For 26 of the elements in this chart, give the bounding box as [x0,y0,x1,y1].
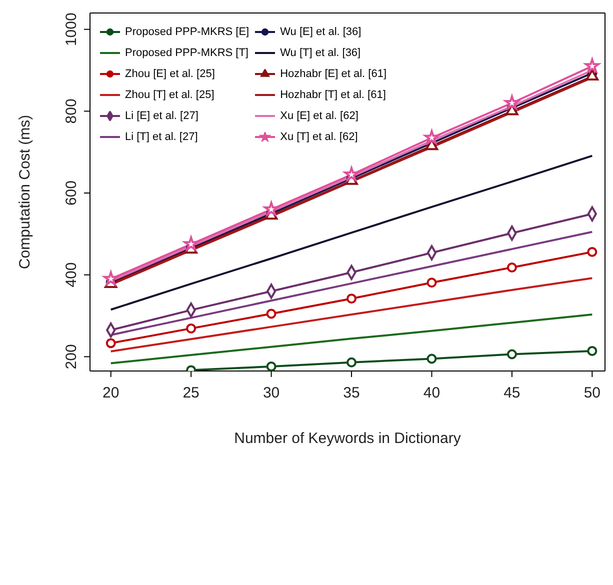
x-tick-label: 20 [102,384,120,402]
legend-label: Wu [T] et al. [36] [280,47,361,59]
x-tick-label: 25 [182,384,200,402]
y-tick-label: 600 [63,180,80,206]
x-tick-label: 50 [584,384,601,402]
legend-label: Li [T] et al. [27] [125,131,198,143]
legend-label: Hozhabr [E] et al. [61] [280,68,386,80]
legend-label: Zhou [E] et al. [25] [125,68,215,80]
x-axis-title: Number of Keywords in Dictionary [234,430,462,447]
legend-label: Zhou [T] et al. [25] [125,89,214,101]
y-tick-label: 200 [63,344,80,370]
x-tick-label: 35 [343,384,360,402]
legend-label: Xu [T] et al. [62] [280,131,358,143]
y-tick-label: 1000 [63,12,80,46]
legend-label: Hozhabr [T] et al. [61] [280,89,386,101]
y-tick-label: 800 [63,98,80,124]
legend-label: Proposed PPP-MKRS [E] [125,26,250,38]
legend-label: Li [E] et al. [27] [125,110,198,122]
legend-label: Wu [E] et al. [36] [280,26,362,38]
y-axis-title: Computation Cost (ms) [16,114,34,270]
y-tick-label: 400 [63,262,80,288]
legend-label: Xu [E] et al. [62] [280,110,358,122]
x-tick-label: 45 [504,384,520,402]
legend-label: Proposed PPP-MKRS [T] [125,47,248,59]
x-tick-label: 30 [262,384,280,402]
x-tick-label: 40 [423,384,440,402]
